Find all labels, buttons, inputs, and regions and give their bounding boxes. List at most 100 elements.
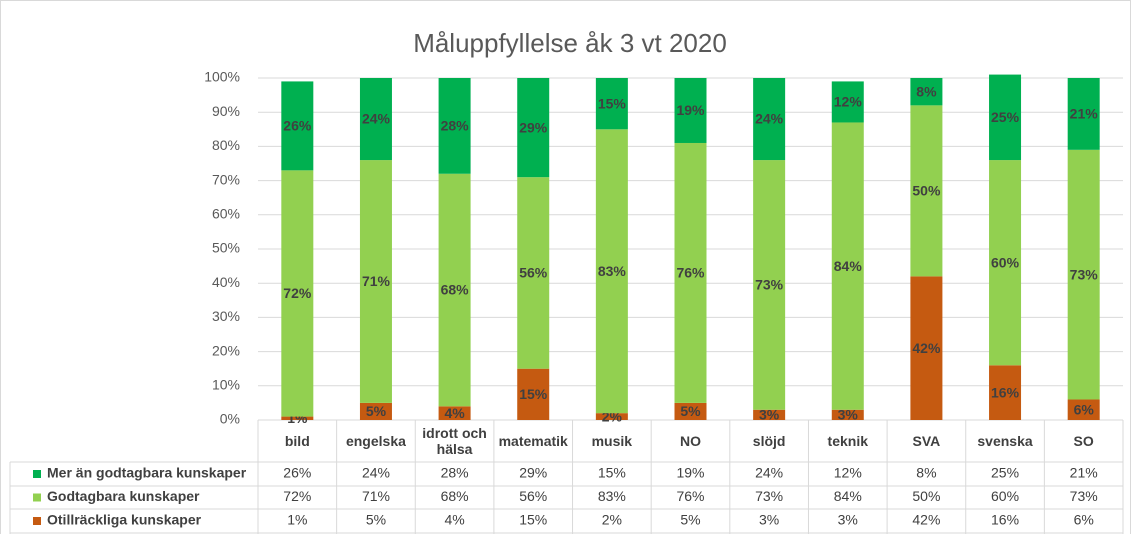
table-cell: 60% xyxy=(991,488,1019,504)
table-cell: 83% xyxy=(598,488,626,504)
data-label: 12% xyxy=(834,94,863,110)
data-label: 19% xyxy=(676,102,705,118)
legend-swatch xyxy=(33,493,41,502)
table-cell: 21% xyxy=(1070,465,1098,481)
data-label: 5% xyxy=(366,403,387,419)
table-cell: 4% xyxy=(444,512,464,528)
table-cell: 6% xyxy=(1074,512,1094,528)
data-label: 3% xyxy=(759,407,780,423)
bar-segment xyxy=(989,365,1022,420)
y-tick-label: 70% xyxy=(212,171,240,187)
data-label: 60% xyxy=(991,254,1020,270)
legend-label: Godtagbara kunskaper xyxy=(47,488,200,504)
table-cell: 15% xyxy=(519,512,547,528)
data-label: 68% xyxy=(441,282,470,298)
table-cell: 12% xyxy=(834,465,862,481)
table-cell: 5% xyxy=(366,512,386,528)
x-tick-label: SVA xyxy=(912,433,941,449)
bar-segment xyxy=(831,409,864,420)
table-cell: 1% xyxy=(287,512,307,528)
bar-segment xyxy=(910,276,943,420)
y-tick-label: 40% xyxy=(212,274,240,290)
y-tick-label: 100% xyxy=(204,69,240,85)
table-cell: 50% xyxy=(912,488,940,504)
data-label: 6% xyxy=(1074,401,1095,417)
bar-segment xyxy=(359,78,392,161)
table-cell: 26% xyxy=(283,465,311,481)
data-label: 25% xyxy=(991,109,1020,125)
bar-segment xyxy=(359,160,392,403)
bar-segment xyxy=(674,78,707,143)
bar-segment xyxy=(831,122,864,410)
table-cell: 73% xyxy=(1070,488,1098,504)
bar-segment xyxy=(831,81,864,123)
legend-swatch xyxy=(33,470,41,478)
chart-title: Måluppfyllelse åk 3 vt 2020 xyxy=(413,28,727,58)
data-label: 73% xyxy=(755,277,784,293)
legend-label: Otillräckliga kunskaper xyxy=(47,512,202,528)
y-tick-label: 80% xyxy=(212,137,240,153)
y-tick-label: 50% xyxy=(212,240,240,256)
data-label: 71% xyxy=(362,273,391,289)
table-cell: 3% xyxy=(759,512,779,528)
data-label: 84% xyxy=(834,258,863,274)
table-cell: 84% xyxy=(834,488,862,504)
data-label: 42% xyxy=(912,340,941,356)
table-cell: 16% xyxy=(991,512,1019,528)
table-cell: 8% xyxy=(916,465,936,481)
x-tick-label: musik xyxy=(591,433,633,449)
data-label: 73% xyxy=(1070,266,1099,282)
table-cell: 5% xyxy=(680,512,700,528)
bar-segment xyxy=(753,160,786,410)
table-cell: 29% xyxy=(519,465,547,481)
bar-segment xyxy=(281,170,314,417)
table-cell: 28% xyxy=(441,465,469,481)
x-tick-label: slöjd xyxy=(752,433,786,449)
y-tick-label: 60% xyxy=(212,206,240,222)
x-tick-label: engelska xyxy=(345,433,406,449)
table-cell: 3% xyxy=(838,512,858,528)
bar-segment xyxy=(438,173,471,407)
x-tick-label: NO xyxy=(679,433,701,449)
table-cell: 25% xyxy=(991,465,1019,481)
bar-segment xyxy=(517,78,550,178)
table-cell: 72% xyxy=(283,488,311,504)
table-cell: 42% xyxy=(912,512,940,528)
data-label: 15% xyxy=(519,386,548,402)
data-label: 29% xyxy=(519,119,548,135)
x-tick-label: idrott och hälsa xyxy=(422,425,487,457)
x-tick-label: bild xyxy=(284,433,310,449)
table-cell: 76% xyxy=(676,488,704,504)
bar-segment xyxy=(989,74,1022,161)
bar-segment xyxy=(359,402,392,420)
data-label: 83% xyxy=(598,263,627,279)
bar-segment xyxy=(674,142,707,403)
data-label: 15% xyxy=(598,95,627,111)
data-label: 56% xyxy=(519,265,548,281)
bar-segment xyxy=(517,368,550,420)
data-label: 16% xyxy=(991,384,1020,400)
data-label: 72% xyxy=(283,285,312,301)
data-label: 26% xyxy=(283,118,312,134)
y-tick-label: 0% xyxy=(220,411,240,427)
x-tick-label: svenska xyxy=(977,433,1033,449)
table-cell: 15% xyxy=(598,465,626,481)
data-label: 24% xyxy=(755,111,784,127)
table-cell: 56% xyxy=(519,488,547,504)
table-cell: 2% xyxy=(602,512,622,528)
bar-segment xyxy=(1067,149,1100,400)
bar-segment xyxy=(753,78,786,161)
data-label: 28% xyxy=(441,118,470,134)
bar-segment xyxy=(989,160,1022,366)
x-tick-label: matematik xyxy=(498,433,568,449)
table-cell: 24% xyxy=(362,465,390,481)
bar-segment xyxy=(674,402,707,420)
y-tick-label: 90% xyxy=(212,103,240,119)
data-label: 21% xyxy=(1070,106,1099,122)
x-tick-label: SO xyxy=(1073,433,1094,449)
bar-segment xyxy=(438,406,471,420)
data-label: 50% xyxy=(912,183,941,199)
legend-swatch xyxy=(33,517,41,525)
